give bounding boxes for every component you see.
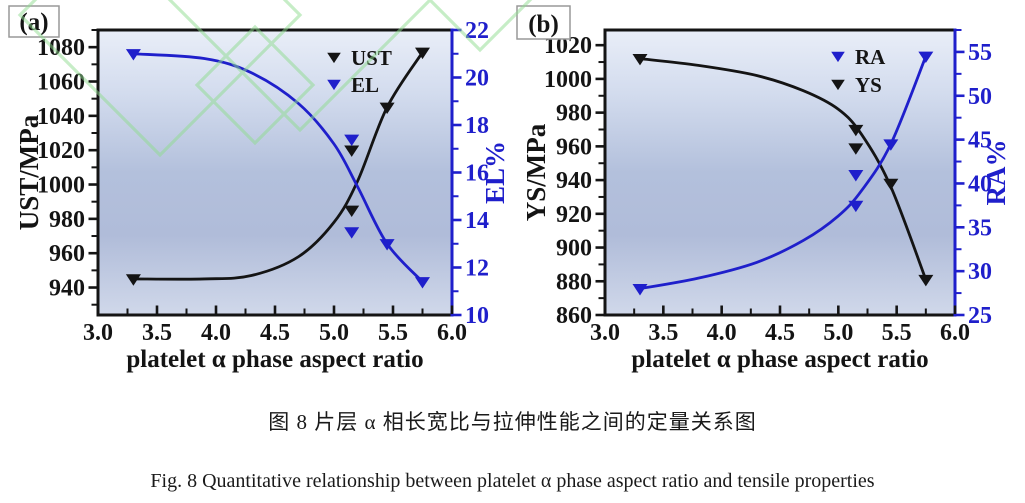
legend-marker-ys bbox=[831, 79, 845, 91]
right-tick-label: 35 bbox=[968, 215, 992, 241]
chart-panel-a: 94096098010001020104010601080UST/MPa1012… bbox=[8, 5, 510, 373]
x-axis-title: platelet α phase aspect ratio bbox=[126, 346, 423, 373]
right-axis-title: RA% bbox=[981, 140, 1011, 206]
caption-chinese: 图 8 片层 α 相长宽比与拉伸性能之间的定量关系图 bbox=[268, 410, 757, 434]
panel-label: (b) bbox=[528, 11, 559, 38]
x-tick-label: 6.0 bbox=[940, 320, 970, 346]
x-tick-label: 5.5 bbox=[882, 320, 912, 346]
data-point-el bbox=[344, 227, 360, 239]
data-point-ust bbox=[344, 145, 360, 157]
right-tick-label: 14 bbox=[465, 208, 489, 234]
data-point-el bbox=[379, 239, 395, 251]
data-point-el bbox=[415, 277, 430, 289]
x-tick-label: 4.0 bbox=[201, 320, 231, 346]
left-tick-label: 900 bbox=[556, 236, 592, 262]
plot-area bbox=[98, 30, 452, 315]
right-tick-label: 16 bbox=[465, 161, 489, 187]
left-tick-label: 940 bbox=[49, 276, 85, 302]
left-tick-label: 1000 bbox=[37, 173, 85, 199]
data-point-ra bbox=[918, 51, 934, 64]
left-axis-title: YS/MPa bbox=[521, 123, 551, 221]
data-point-ys bbox=[848, 143, 864, 155]
left-tick-label: 880 bbox=[556, 269, 592, 295]
data-point-ra bbox=[848, 170, 864, 182]
data-point-el bbox=[344, 134, 360, 146]
watermark-diamond bbox=[17, 0, 303, 158]
series-curve-el bbox=[133, 52, 424, 283]
legend-label-ra: RA bbox=[855, 45, 886, 69]
caption-english: Fig. 8 Quantitative relationship between… bbox=[150, 470, 875, 492]
right-tick-label: 10 bbox=[465, 303, 489, 329]
left-tick-label: 940 bbox=[556, 168, 592, 194]
legend-label-ys: YS bbox=[855, 73, 882, 97]
right-tick-label: 30 bbox=[968, 259, 992, 285]
x-tick-label: 4.5 bbox=[765, 320, 795, 346]
left-tick-label: 1020 bbox=[37, 138, 85, 164]
x-tick-label: 3.5 bbox=[648, 320, 678, 346]
legend-marker-ust bbox=[327, 52, 341, 64]
chart-panel-b: 86088090092094096098010001020YS/MPa25303… bbox=[516, 5, 1011, 373]
data-point-ys bbox=[848, 124, 864, 137]
watermark-diamond bbox=[194, 24, 316, 146]
right-tick-label: 50 bbox=[968, 84, 992, 110]
data-point-ra bbox=[632, 284, 648, 296]
x-tick-label: 4.5 bbox=[260, 320, 290, 346]
figure-charts: 94096098010001020104010601080UST/MPa1012… bbox=[8, 0, 1011, 373]
x-tick-label: 6.0 bbox=[437, 320, 467, 346]
right-tick-label: 18 bbox=[465, 113, 489, 139]
data-point-ra bbox=[848, 200, 864, 213]
right-tick-label: 20 bbox=[465, 66, 489, 92]
legend-marker-el bbox=[327, 79, 341, 91]
right-tick-label: 12 bbox=[465, 256, 489, 282]
x-tick-label: 3.0 bbox=[590, 320, 620, 346]
legend-marker-ra bbox=[831, 51, 845, 63]
panel-label: (a) bbox=[19, 9, 48, 36]
panel-label-box bbox=[516, 5, 571, 40]
x-tick-label: 5.0 bbox=[319, 320, 349, 346]
right-tick-label: 55 bbox=[968, 40, 992, 66]
left-tick-label: 960 bbox=[556, 134, 592, 160]
x-tick-label: 4.0 bbox=[707, 320, 737, 346]
right-tick-label: 45 bbox=[968, 128, 992, 154]
x-tick-label: 5.5 bbox=[378, 320, 408, 346]
watermark-diamond bbox=[167, 0, 433, 133]
right-tick-label: 40 bbox=[968, 171, 992, 197]
data-point-ust bbox=[415, 47, 430, 60]
left-tick-label: 860 bbox=[556, 303, 592, 329]
data-point-ust bbox=[125, 274, 141, 286]
data-point-ys bbox=[918, 274, 934, 287]
watermark-diamond bbox=[427, 0, 533, 53]
x-tick-label: 3.0 bbox=[83, 320, 113, 346]
plot-area bbox=[605, 30, 955, 315]
left-tick-label: 980 bbox=[49, 207, 85, 233]
panel-label-box bbox=[8, 5, 60, 38]
left-tick-label: 1000 bbox=[544, 67, 592, 93]
data-point-ust bbox=[344, 205, 360, 218]
left-axis-title: UST/MPa bbox=[14, 114, 44, 230]
right-axis-title: EL% bbox=[480, 141, 510, 204]
left-tick-label: 920 bbox=[556, 202, 592, 228]
data-point-ust bbox=[379, 102, 395, 115]
x-tick-label: 5.0 bbox=[823, 320, 853, 346]
right-tick-label: 25 bbox=[968, 303, 992, 329]
data-point-ra bbox=[883, 139, 899, 151]
left-tick-label: 960 bbox=[49, 241, 85, 267]
data-point-el bbox=[125, 49, 141, 61]
left-tick-label: 980 bbox=[556, 101, 592, 127]
watermark bbox=[17, 0, 533, 158]
left-tick-label: 1040 bbox=[37, 104, 85, 130]
x-tick-label: 3.5 bbox=[142, 320, 172, 346]
data-point-ys bbox=[883, 178, 899, 191]
legend-label-el: EL bbox=[351, 73, 379, 97]
x-axis-title: platelet α phase aspect ratio bbox=[631, 346, 928, 373]
data-point-ys bbox=[632, 54, 648, 66]
